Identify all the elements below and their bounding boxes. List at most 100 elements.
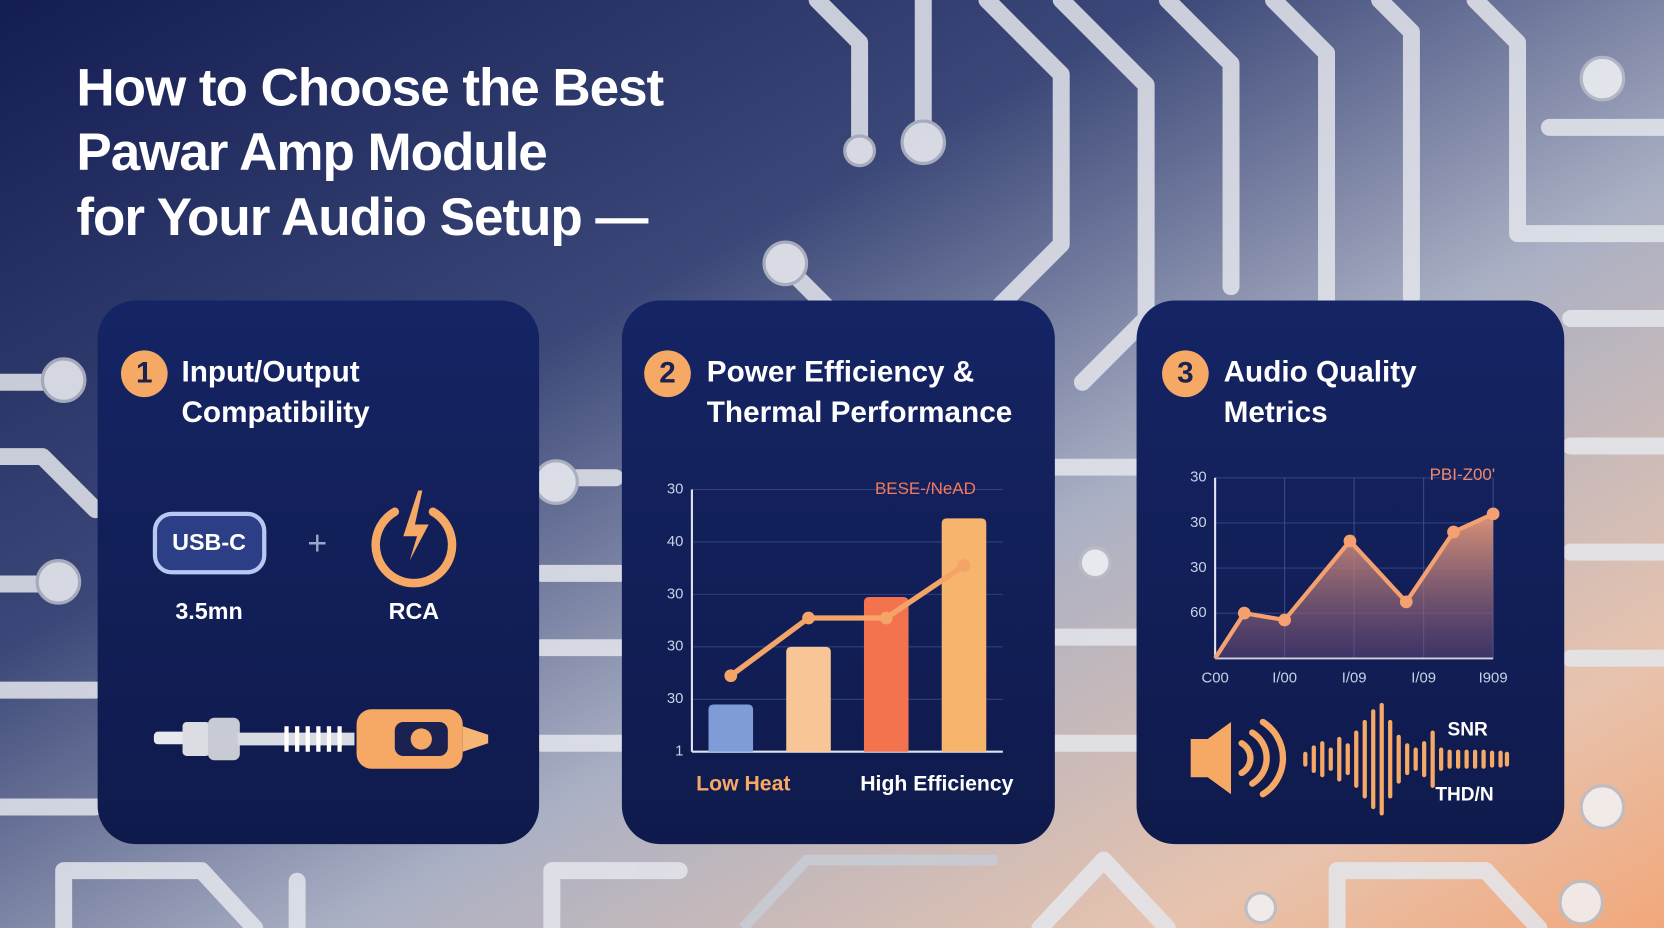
pad (1078, 546, 1112, 580)
card-title: Metrics (1224, 396, 1328, 429)
pad (1558, 879, 1605, 926)
item-label: 3.5mn (175, 598, 242, 624)
trace (1052, 0, 1155, 391)
trace (543, 862, 688, 928)
coil (284, 726, 342, 752)
pad (533, 459, 579, 505)
area-point (1343, 534, 1357, 548)
plug-tip (153, 731, 186, 745)
usb-label: USB-C (172, 529, 246, 555)
number-badge (120, 350, 168, 398)
x-tick-label: I/09 (1411, 670, 1436, 686)
number-badge (644, 350, 691, 398)
waveform (1303, 702, 1510, 816)
area-point (1447, 525, 1460, 539)
trace (55, 862, 264, 928)
trace (1264, 0, 1336, 328)
plug (182, 722, 211, 756)
wave-bars (1303, 702, 1510, 816)
area-point (1399, 595, 1413, 609)
pad (762, 240, 809, 287)
line-point (724, 669, 738, 683)
usb-badge (152, 511, 267, 575)
trace (1371, 0, 1420, 306)
trace (1328, 862, 1548, 928)
bar (786, 646, 831, 752)
card: 2 Power Efficiency & Thermal Performance (621, 300, 1055, 845)
y-tick-label: 30 (667, 481, 684, 497)
y-tick-label: 30 (667, 586, 684, 602)
metric-label: THD/N (1435, 784, 1493, 805)
x-tick-label: I909 (1479, 670, 1508, 686)
pad (35, 559, 82, 605)
speaker-icon (1190, 718, 1287, 798)
pad (843, 134, 877, 168)
y-tick-label: 30 (667, 639, 684, 655)
card-title: Thermal Performance (707, 396, 1012, 429)
annotation: BESE-/NeAD (875, 479, 976, 498)
speaker (1190, 722, 1232, 795)
title: How to Choose the Best Pawar Amp Module … (76, 58, 665, 247)
pad (1579, 784, 1626, 830)
bar (708, 704, 754, 752)
x-axis-label: Low Heat (696, 772, 790, 795)
trace (738, 854, 998, 928)
card-number: 1 (136, 357, 153, 390)
trace (1158, 0, 1240, 296)
pad (1579, 55, 1626, 102)
number-badge (1162, 350, 1209, 398)
y-tick-label: 1 (675, 744, 683, 760)
card-title: Input/Output (181, 356, 359, 389)
charts: 1 30 30 30 40 30 Low Heat High Efficiency BESE-/… (667, 465, 1508, 795)
power-icon (371, 490, 457, 588)
trace (1031, 851, 1176, 928)
card-number: 3 (1177, 357, 1194, 390)
card-title: Audio Quality (1224, 356, 1418, 389)
y-tick-label: 40 (667, 534, 684, 550)
x-tick-label: I/00 (1272, 670, 1297, 686)
card-title: Compatibility (181, 396, 370, 429)
annotation: PBI-Z00' (1430, 465, 1495, 484)
y-tick-label: 30 (1190, 515, 1207, 531)
area-point (1486, 507, 1500, 521)
x-axis-label: High Efficiency (860, 772, 1013, 795)
rca-pin (410, 728, 432, 750)
title-line: Pawar Amp Module (76, 123, 546, 182)
bolt (403, 490, 429, 561)
metric-label: SNR (1448, 720, 1489, 741)
title-line: How to Choose the Best (76, 58, 664, 117)
line (729, 563, 966, 678)
item-label: RCA (389, 598, 440, 624)
line-point (802, 611, 815, 625)
card-title: Power Efficiency & (707, 356, 974, 389)
power-ring (371, 507, 457, 588)
x-tick-label: I/09 (1342, 670, 1367, 686)
title-line: for Your Audio Setup — (76, 188, 649, 247)
card: 1 Input/Output Compatibility USB-C + 3.5… (97, 300, 540, 845)
area-point (1237, 606, 1251, 620)
line-point (879, 611, 893, 625)
bar (863, 597, 909, 752)
sound-waves (1238, 718, 1287, 798)
pad (900, 119, 947, 166)
y-tick-label: 60 (1190, 605, 1207, 621)
card-number: 2 (659, 357, 676, 390)
trace (1466, 0, 1664, 243)
pad (40, 357, 87, 403)
trace (808, 0, 869, 158)
area-point (1278, 613, 1291, 627)
plus: + (307, 525, 327, 563)
x-tick-label: C00 (1201, 670, 1228, 686)
cable-icon (153, 709, 489, 769)
line-point (957, 559, 971, 572)
y-tick-label: 30 (1190, 470, 1207, 486)
y-tick-label: 30 (667, 691, 684, 707)
card-bg (97, 300, 540, 845)
plug-body (208, 717, 240, 761)
pad (1244, 891, 1278, 925)
bar (941, 518, 987, 752)
trace (0, 448, 104, 519)
